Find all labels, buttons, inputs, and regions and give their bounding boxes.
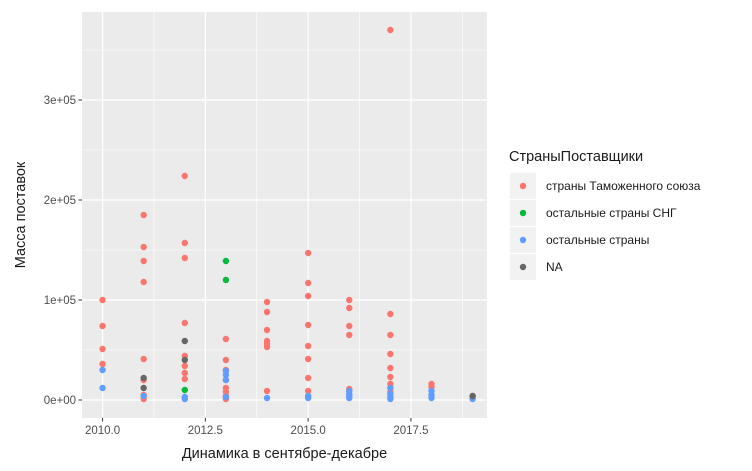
minor-grid [82, 12, 487, 418]
data-point-series [428, 394, 435, 402]
data-point-series [387, 395, 394, 403]
data-point-series [304, 321, 312, 329]
x-axis-title: Динамика в сентябре-декабре [182, 446, 387, 462]
x-tick-label: 2017.5 [393, 425, 428, 437]
data-point-series [99, 296, 106, 304]
data-point-series [140, 278, 147, 286]
data-point-series [263, 298, 271, 306]
legend-key-point [519, 263, 527, 271]
x-tick-label: 2012.5 [188, 425, 223, 437]
data-point-series [387, 26, 394, 34]
data-point-series [99, 384, 106, 392]
data-point-series [181, 239, 188, 247]
data-point-na [181, 337, 188, 345]
y-tick-label: 1e+05 [44, 295, 76, 307]
data-point-series [387, 373, 394, 381]
data-point-series [140, 211, 147, 219]
data-point-series [140, 355, 147, 363]
data-point-series [140, 392, 147, 400]
y-tick-label: 2e+05 [44, 195, 76, 207]
data-point-series [304, 387, 312, 395]
data-point-series [346, 304, 353, 312]
data-point-series [181, 395, 188, 403]
legend-label: остальные страны СНГ [546, 206, 677, 220]
data-point-series [263, 343, 271, 351]
y-tick-label: 3e+05 [44, 95, 76, 107]
data-point-series [222, 376, 230, 384]
data-point-series [181, 386, 188, 394]
legend: СтраныПоставщики страны Таможенного союз… [509, 149, 701, 280]
data-point-series [304, 355, 312, 363]
data-point-series [222, 371, 230, 379]
data-point-series [140, 257, 147, 265]
legend-label: остальные страны [546, 233, 649, 247]
data-point-na [140, 384, 147, 392]
data-point-series [387, 310, 394, 318]
legend-key-point [519, 182, 527, 190]
legend-items: страны Таможенного союза остальные страны… [510, 173, 701, 280]
data-point-series [346, 394, 353, 402]
legend-label: NA [546, 260, 563, 274]
data-point-series [181, 375, 188, 383]
y-axis-ticks: 0e+00 1e+05 2e+05 3e+05 [44, 95, 82, 407]
data-point-series [99, 366, 106, 374]
data-point-series [99, 322, 106, 330]
data-point-series [140, 243, 147, 251]
legend-key-point [519, 209, 527, 217]
y-tick-label: 0e+00 [44, 395, 76, 407]
data-point-series [181, 362, 188, 370]
data-point-series [263, 387, 271, 395]
data-point-series [181, 172, 188, 180]
major-grid [82, 12, 487, 418]
data-point-series [346, 322, 353, 330]
data-point-series [99, 360, 106, 368]
data-point-series [387, 364, 394, 372]
data-point-series [304, 249, 312, 257]
data-point-series [222, 257, 230, 265]
data-point-series [99, 345, 106, 353]
data-point-series [222, 335, 230, 343]
legend-label: страны Таможенного союза [546, 179, 701, 193]
data-point-series [346, 331, 353, 339]
data-point-na [181, 356, 188, 364]
data-point-series [222, 356, 230, 364]
data-point-na [469, 392, 476, 400]
legend-title: СтраныПоставщики [509, 149, 643, 165]
data-point-series [181, 254, 188, 262]
y-axis-title: Масса поставок [13, 161, 29, 268]
data-point-series [263, 308, 271, 316]
legend-key-point [519, 236, 527, 244]
data-point-series [304, 374, 312, 382]
data-point-na [140, 374, 147, 382]
data-point-series [304, 279, 312, 287]
data-point-series [222, 393, 230, 401]
panel-background [82, 12, 487, 418]
data-point-series [304, 394, 312, 402]
data-point-series [181, 319, 188, 327]
data-point-series [304, 292, 312, 300]
x-tick-label: 2015.0 [291, 425, 326, 437]
data-point-series [304, 342, 312, 350]
x-axis-ticks: 2010.0 2012.5 2015.0 2017.5 [85, 418, 429, 437]
data-point-series [222, 276, 230, 284]
data-point-series [263, 394, 271, 402]
data-points [99, 26, 476, 403]
data-point-series [387, 350, 394, 358]
data-point-series [387, 331, 394, 339]
data-point-series [181, 369, 188, 377]
data-point-series [263, 326, 271, 334]
data-point-series [387, 384, 394, 392]
data-point-series [346, 296, 353, 304]
x-tick-label: 2010.0 [85, 425, 120, 437]
